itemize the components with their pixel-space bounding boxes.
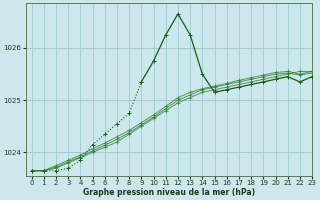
X-axis label: Graphe pression niveau de la mer (hPa): Graphe pression niveau de la mer (hPa) bbox=[83, 188, 255, 197]
